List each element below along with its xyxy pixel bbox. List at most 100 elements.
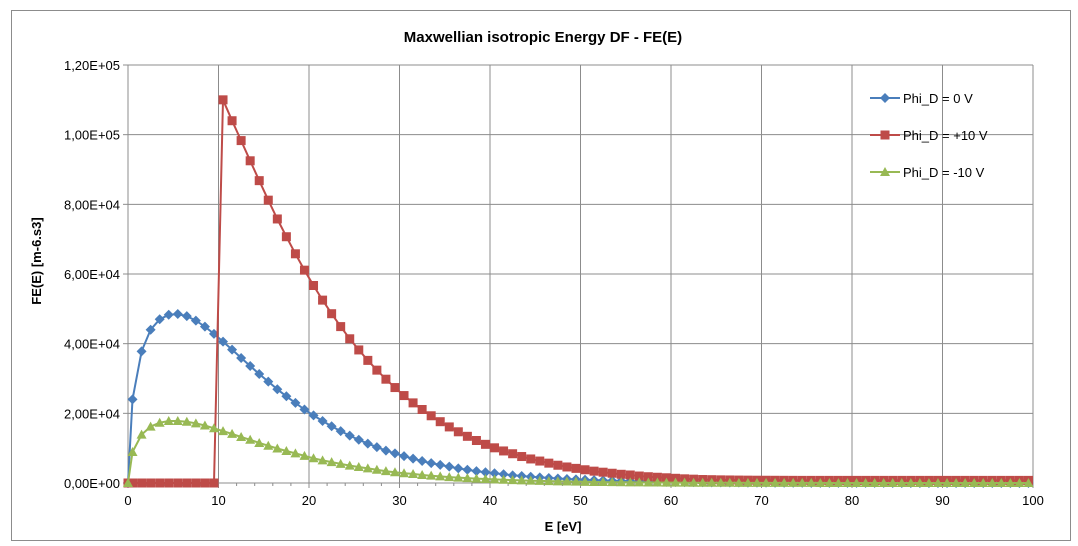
data-point	[208, 423, 219, 433]
data-point	[552, 476, 563, 486]
data-point	[923, 477, 934, 487]
data-point	[978, 477, 989, 487]
data-point	[987, 477, 998, 487]
data-point	[869, 477, 880, 487]
data-point	[896, 477, 907, 487]
data-point	[318, 295, 328, 305]
data-point	[389, 467, 400, 477]
x-tick-label: 30	[392, 493, 406, 508]
data-point	[317, 415, 328, 426]
series-0	[123, 309, 1034, 488]
data-point	[380, 445, 391, 456]
data-point	[145, 324, 156, 335]
data-point	[480, 439, 490, 449]
data-point	[543, 476, 554, 486]
data-point	[290, 448, 301, 458]
data-point	[851, 477, 862, 487]
data-point	[733, 477, 744, 487]
data-point	[299, 450, 310, 460]
y-tick-label: 2,00E+04	[64, 406, 120, 421]
data-point	[589, 466, 599, 476]
data-point	[182, 478, 192, 488]
data-point	[462, 431, 472, 441]
data-point	[218, 336, 229, 347]
data-point	[381, 374, 391, 384]
data-point	[453, 427, 463, 437]
data-point	[408, 398, 418, 408]
data-point	[218, 426, 229, 436]
data-point	[344, 460, 355, 470]
data-point	[570, 476, 581, 486]
data-point	[254, 437, 265, 447]
data-point	[137, 478, 147, 488]
data-point	[833, 477, 844, 487]
data-point	[670, 477, 681, 487]
data-point	[788, 477, 799, 487]
x-tick-label: 10	[211, 493, 225, 508]
data-point	[561, 476, 572, 486]
data-point	[498, 469, 509, 480]
x-tick-label: 50	[573, 493, 587, 508]
data-point	[444, 472, 455, 482]
data-point	[462, 464, 473, 475]
data-point	[471, 473, 482, 483]
data-point	[426, 411, 436, 421]
legend-item-1: Phi_D = +10 V	[870, 128, 988, 143]
y-tick-label: 6,00E+04	[64, 267, 120, 282]
data-point	[426, 470, 437, 480]
data-point	[444, 461, 455, 472]
data-point	[1023, 477, 1034, 487]
data-point	[362, 438, 373, 449]
data-point	[236, 352, 247, 363]
data-point	[878, 477, 889, 487]
data-point	[607, 477, 618, 487]
data-point	[688, 477, 699, 487]
data-point	[417, 405, 427, 415]
data-point	[173, 478, 183, 488]
data-point	[507, 475, 518, 485]
data-point	[499, 446, 509, 456]
data-point	[317, 455, 328, 465]
data-point	[371, 464, 382, 474]
data-point	[842, 477, 853, 487]
data-point	[263, 440, 274, 450]
data-point	[399, 391, 409, 401]
data-point	[154, 417, 165, 427]
data-point	[181, 416, 192, 426]
data-point	[236, 432, 247, 442]
data-point	[417, 456, 428, 467]
data-point	[326, 421, 337, 432]
data-point	[544, 458, 554, 468]
legend-label: Phi_D = 0 V	[903, 91, 973, 106]
data-point	[154, 314, 165, 325]
series-1	[123, 95, 1033, 488]
data-point	[951, 477, 962, 487]
data-point	[399, 468, 410, 478]
data-point	[245, 360, 256, 371]
data-point	[516, 475, 527, 485]
data-point	[389, 448, 400, 459]
data-point	[751, 477, 762, 487]
data-point	[380, 466, 391, 476]
data-point	[932, 477, 943, 487]
data-point	[190, 315, 201, 326]
data-point	[1014, 477, 1025, 487]
data-point	[770, 477, 781, 487]
data-point	[625, 477, 636, 487]
data-point	[218, 95, 228, 105]
legend-label: Phi_D = -10 V	[903, 165, 985, 180]
data-point	[1005, 477, 1016, 487]
data-point	[353, 434, 364, 445]
data-point	[236, 136, 246, 146]
data-point	[742, 477, 753, 487]
data-point	[598, 467, 608, 477]
legend-item-2: Phi_D = -10 V	[870, 165, 985, 180]
data-point	[679, 477, 690, 487]
data-point	[363, 355, 373, 365]
data-point	[508, 449, 518, 459]
data-point	[163, 309, 174, 320]
series-line	[127, 420, 1029, 484]
data-point	[616, 469, 626, 479]
x-tick-label: 20	[302, 493, 316, 508]
data-point	[335, 458, 346, 468]
